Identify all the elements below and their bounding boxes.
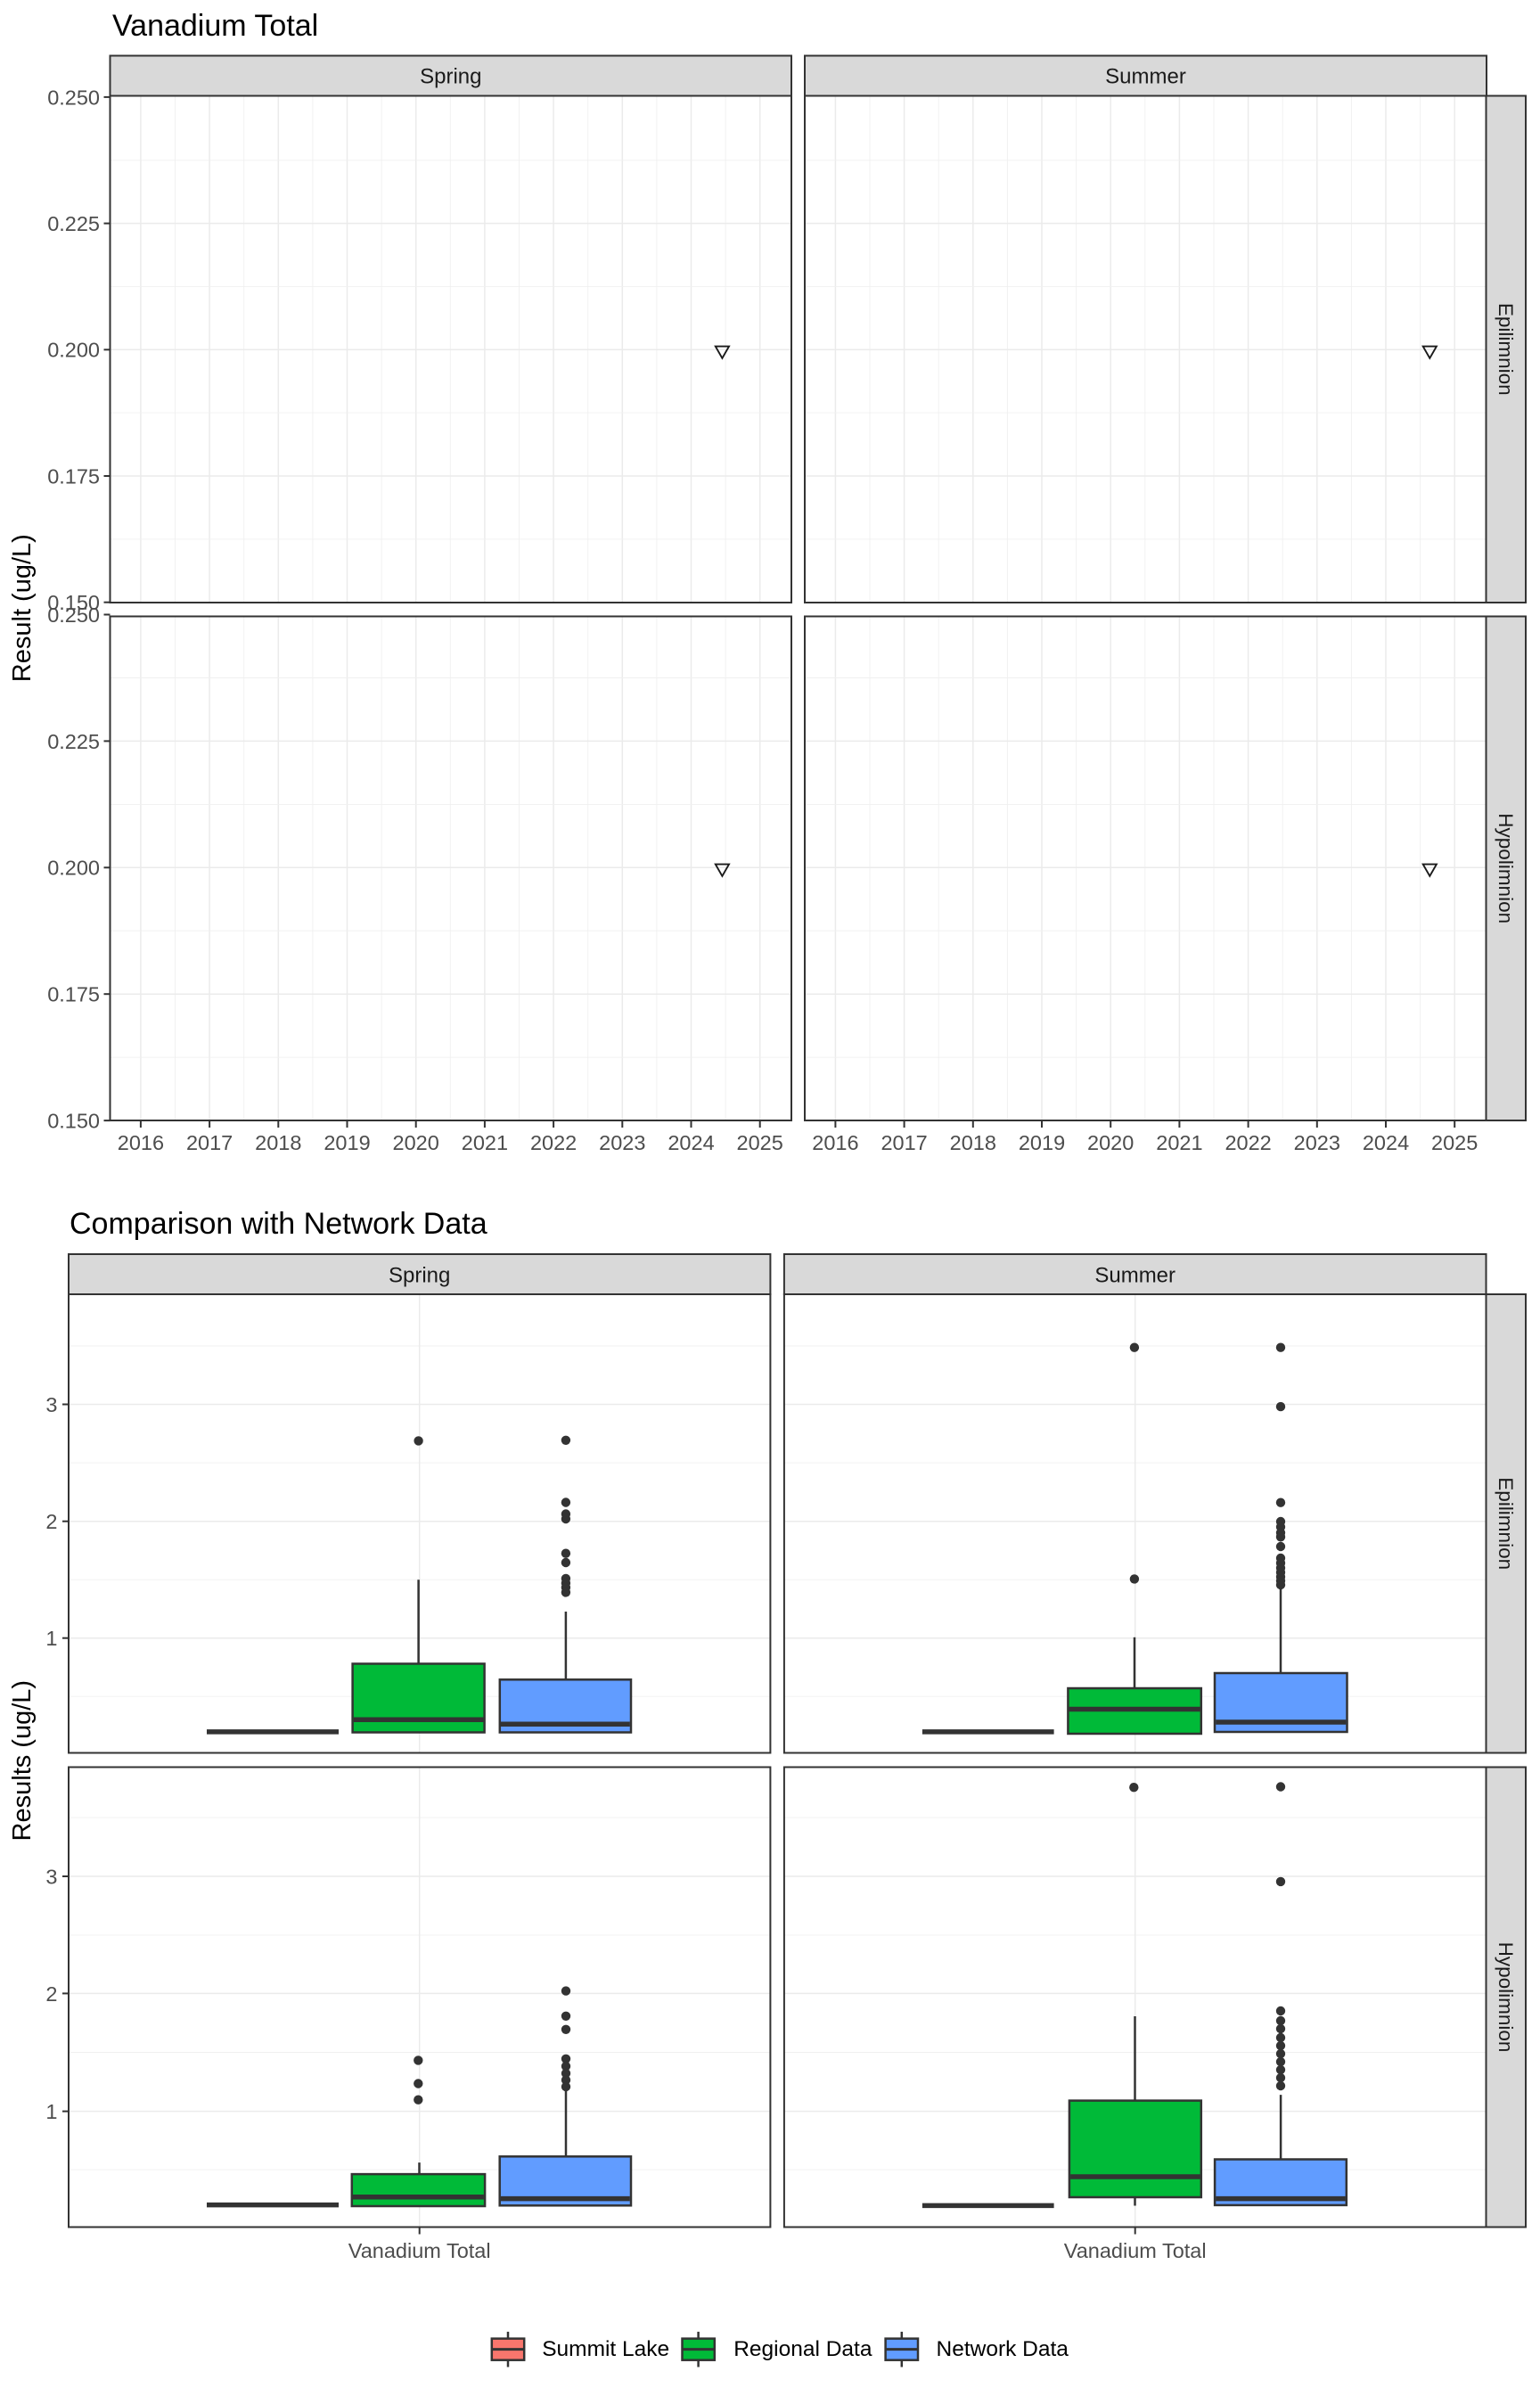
svg-text:Spring: Spring (420, 65, 481, 89)
svg-text:0.200: 0.200 (47, 339, 100, 362)
svg-text:Vanadium Total: Vanadium Total (1064, 2239, 1207, 2262)
svg-text:2019: 2019 (324, 1131, 370, 1154)
svg-text:0.225: 0.225 (47, 730, 100, 753)
svg-text:Result (ug/L): Result (ug/L) (8, 534, 37, 682)
svg-text:0.175: 0.175 (47, 464, 100, 488)
svg-text:0.150: 0.150 (47, 591, 100, 614)
svg-text:2022: 2022 (530, 1131, 577, 1154)
svg-text:2020: 2020 (1087, 1131, 1134, 1154)
svg-text:2018: 2018 (950, 1131, 996, 1154)
svg-text:2020: 2020 (393, 1131, 439, 1154)
svg-text:Summit Lake: Summit Lake (542, 2337, 669, 2361)
svg-text:2025: 2025 (1431, 1131, 1478, 1154)
svg-text:1: 1 (45, 2100, 57, 2123)
svg-text:2021: 2021 (462, 1131, 508, 1154)
svg-text:Hypolimnion: Hypolimnion (1495, 813, 1517, 923)
svg-text:2016: 2016 (118, 1131, 164, 1154)
svg-text:Summer: Summer (1094, 1264, 1175, 1288)
svg-text:Vanadium Total: Vanadium Total (348, 2239, 491, 2262)
svg-text:Comparison with Network Data: Comparison with Network Data (70, 1207, 487, 1241)
svg-text:Epilimnion: Epilimnion (1495, 1477, 1517, 1570)
svg-text:3: 3 (45, 1393, 57, 1416)
svg-text:2017: 2017 (186, 1131, 233, 1154)
svg-text:0.225: 0.225 (47, 212, 100, 235)
svg-text:2017: 2017 (881, 1131, 927, 1154)
svg-text:3: 3 (45, 1865, 57, 1888)
svg-text:0.150: 0.150 (47, 1110, 100, 1133)
svg-text:0.250: 0.250 (47, 603, 100, 627)
svg-text:0.250: 0.250 (47, 86, 100, 109)
svg-text:0.200: 0.200 (47, 857, 100, 880)
svg-text:Hypolimnion: Hypolimnion (1495, 1942, 1517, 2053)
svg-text:1: 1 (45, 1627, 57, 1650)
svg-text:Epilimnion: Epilimnion (1495, 303, 1517, 396)
svg-text:Network Data: Network Data (937, 2337, 1069, 2361)
svg-text:Regional Data: Regional Data (733, 2337, 872, 2361)
svg-text:2: 2 (45, 1510, 57, 1533)
svg-text:Results (ug/L): Results (ug/L) (8, 1680, 37, 1842)
svg-text:2023: 2023 (1294, 1131, 1340, 1154)
svg-text:2024: 2024 (668, 1131, 714, 1154)
svg-text:2021: 2021 (1156, 1131, 1202, 1154)
svg-text:Spring: Spring (389, 1264, 450, 1288)
svg-text:0.175: 0.175 (47, 983, 100, 1006)
svg-text:2018: 2018 (255, 1131, 301, 1154)
svg-text:Vanadium Total: Vanadium Total (112, 9, 318, 43)
svg-text:2025: 2025 (737, 1131, 783, 1154)
svg-text:2022: 2022 (1225, 1131, 1271, 1154)
svg-text:2023: 2023 (599, 1131, 645, 1154)
svg-text:Summer: Summer (1105, 65, 1186, 89)
svg-text:2019: 2019 (1019, 1131, 1065, 1154)
svg-text:2016: 2016 (812, 1131, 858, 1154)
svg-text:2: 2 (45, 1982, 57, 2006)
svg-text:2024: 2024 (1363, 1131, 1409, 1154)
